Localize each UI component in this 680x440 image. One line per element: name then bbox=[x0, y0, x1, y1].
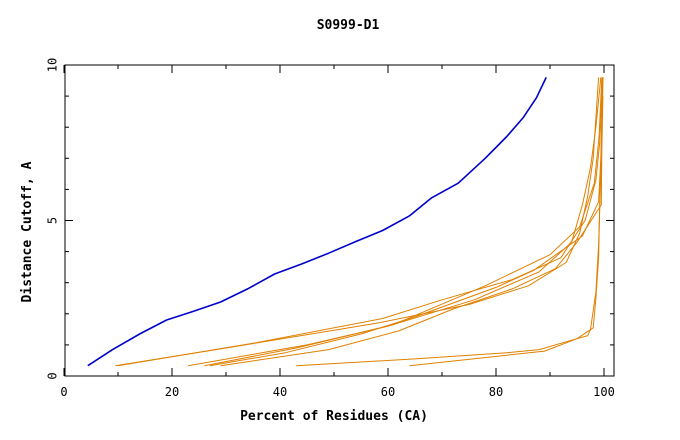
series-line-6 bbox=[220, 96, 604, 367]
y-tick-label: 10 bbox=[46, 58, 60, 72]
y-tick-label: 5 bbox=[46, 217, 60, 224]
x-tick-label: 100 bbox=[593, 385, 615, 399]
x-tick-label: 80 bbox=[489, 385, 503, 399]
series-line-1 bbox=[115, 77, 600, 367]
chart-title: S0999-D1 bbox=[317, 18, 380, 33]
series-line-8 bbox=[409, 77, 604, 367]
y-axis-label: Distance Cutoff, A bbox=[20, 161, 35, 302]
x-axis-label: Percent of Residues (CA) bbox=[240, 409, 428, 424]
x-tick-label: 40 bbox=[273, 385, 287, 399]
x-tick-label: 0 bbox=[60, 385, 67, 399]
x-tick-label: 60 bbox=[381, 385, 395, 399]
series-line-5 bbox=[209, 77, 604, 367]
y-tick-label: 0 bbox=[46, 372, 60, 379]
series-line-2 bbox=[117, 77, 603, 367]
series-line-3 bbox=[188, 77, 602, 367]
series-line-7 bbox=[296, 77, 603, 367]
axis-ticks bbox=[63, 64, 614, 377]
x-tick-label: 20 bbox=[165, 385, 179, 399]
series-line-4 bbox=[204, 77, 603, 367]
series-line-primary bbox=[87, 77, 547, 367]
tick-labels: 0 20 40 60 80 100 0 5 10 bbox=[46, 58, 615, 399]
series-layer bbox=[87, 77, 604, 367]
